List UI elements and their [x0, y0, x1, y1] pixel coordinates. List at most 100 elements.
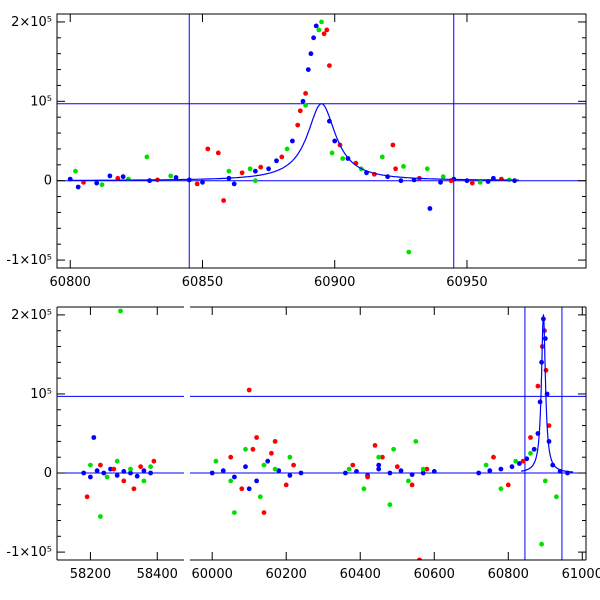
data-point-red — [138, 464, 144, 470]
data-point-red — [350, 462, 356, 468]
data-point-green — [498, 486, 504, 492]
data-point-blue — [287, 473, 293, 478]
data-point-red — [291, 462, 296, 468]
data-point-red — [321, 31, 327, 37]
data-point-green — [539, 541, 544, 547]
data-point-blue — [531, 446, 537, 452]
data-point-red — [303, 91, 308, 96]
data-point-green — [424, 166, 430, 172]
data-point-red — [528, 435, 533, 440]
data-point-blue — [128, 470, 133, 476]
data-point-blue — [517, 461, 522, 466]
data-point-blue — [376, 466, 382, 472]
data-point-blue — [107, 173, 113, 179]
data-point-red — [98, 462, 103, 468]
data-point-red — [297, 108, 303, 114]
data-point-blue — [266, 166, 271, 172]
data-point-green — [303, 102, 308, 108]
data-point-blue — [209, 470, 215, 476]
y-tick-label: 10⁵ — [30, 94, 52, 109]
data-point-green — [554, 494, 559, 500]
data-point-red — [535, 383, 541, 389]
data-point-blue — [509, 464, 515, 470]
data-point-red — [469, 180, 475, 186]
data-point-red — [520, 458, 526, 464]
data-point-red — [390, 142, 396, 148]
data-point-blue — [476, 470, 482, 476]
data-point-red — [246, 387, 252, 393]
data-point-blue — [200, 179, 205, 185]
data-point-red — [393, 166, 398, 172]
data-point-red — [81, 179, 86, 185]
data-point-green — [316, 27, 322, 33]
data-point-green — [528, 450, 533, 456]
data-point-blue — [420, 470, 426, 476]
y-tick-label: -1×10⁵ — [6, 253, 52, 268]
data-point-blue — [148, 470, 154, 476]
data-point-blue — [290, 138, 295, 144]
data-point-blue — [246, 486, 252, 492]
data-point-green — [257, 494, 263, 500]
data-point-red — [269, 450, 274, 456]
data-point-red — [221, 198, 227, 203]
data-point-blue — [101, 470, 107, 476]
data-point-blue — [308, 51, 314, 57]
data-point-green — [148, 464, 154, 470]
data-point-red — [205, 146, 211, 152]
data-point-red — [295, 122, 301, 128]
data-point-green — [125, 176, 131, 182]
data-point-blue — [546, 439, 552, 444]
data-point-blue — [141, 468, 147, 474]
data-point-blue — [232, 474, 237, 480]
data-point-green — [73, 168, 78, 174]
data-point-red — [283, 482, 289, 488]
data-point-red — [491, 454, 496, 460]
data-point-blue — [524, 456, 530, 462]
x-tick-label: 60000 — [192, 567, 233, 582]
data-point-red — [327, 63, 332, 68]
data-point-blue — [542, 336, 548, 341]
data-point-blue — [243, 464, 248, 470]
data-point-green — [99, 182, 105, 188]
data-point-green — [346, 466, 352, 472]
data-point-red — [543, 367, 549, 373]
data-point-green — [319, 19, 324, 25]
data-point-blue — [253, 168, 258, 174]
data-point-red — [546, 423, 552, 428]
data-point-green — [141, 478, 147, 484]
data-point-red — [121, 478, 127, 484]
data-point-green — [287, 454, 293, 460]
data-point-blue — [398, 178, 404, 184]
x-tick-label: 61000 — [562, 567, 600, 582]
plot-area — [57, 307, 586, 560]
x-tick-label: 60800 — [488, 567, 529, 582]
data-point-red — [409, 482, 415, 488]
data-point-green — [420, 466, 426, 472]
model-fit-curve — [70, 103, 519, 181]
data-point-blue — [220, 468, 226, 474]
data-point-blue — [134, 473, 140, 479]
x-tick-label: 60200 — [266, 567, 307, 582]
data-point-green — [361, 486, 367, 492]
data-point-blue — [409, 472, 415, 477]
x-tick-label: 60400 — [340, 567, 381, 582]
y-tick-label: 2×10⁵ — [11, 15, 52, 30]
data-point-green — [114, 458, 120, 464]
data-point-green — [253, 178, 258, 184]
data-point-blue — [438, 179, 443, 185]
data-point-red — [194, 181, 200, 187]
data-point-green — [440, 174, 446, 180]
data-point-red — [272, 439, 278, 444]
data-point-red — [372, 443, 378, 448]
data-point-blue — [354, 469, 359, 474]
data-point-blue — [254, 478, 259, 484]
data-point-green — [406, 478, 411, 484]
data-point-red — [215, 150, 221, 156]
data-point-green — [88, 462, 93, 468]
data-point-green — [261, 462, 267, 468]
data-point-blue — [376, 462, 382, 468]
data-point-blue — [332, 138, 338, 144]
data-point-green — [391, 446, 396, 452]
data-point-blue — [274, 158, 279, 164]
